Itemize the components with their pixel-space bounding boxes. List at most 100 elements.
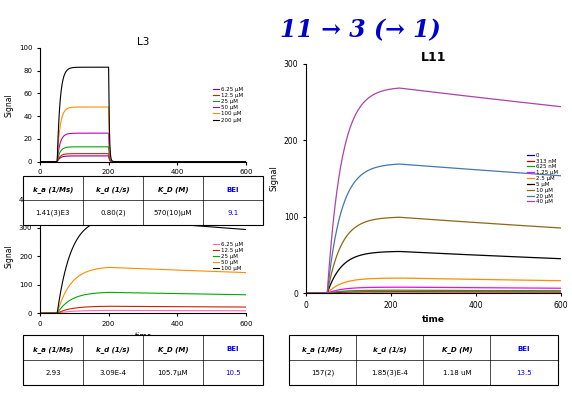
12.5 μM — [243, 159, 249, 164]
200 μM — [105, 65, 112, 69]
Line: 12.5 μM: 12.5 μM — [40, 154, 246, 162]
50 μM — [105, 131, 112, 136]
Y-axis label: Signal: Signal — [5, 245, 13, 268]
6.25 μM — [214, 308, 221, 313]
100 μM — [157, 159, 164, 164]
Legend: 6.25 μM, 12.5 μM, 25 μM, 50 μM, 100 μM: 6.25 μM, 12.5 μM, 25 μM, 50 μM, 100 μM — [213, 242, 243, 271]
20 μM — [451, 166, 458, 170]
Line: 6.25 μM: 6.25 μM — [40, 310, 246, 313]
20 μM — [396, 162, 403, 166]
12.5 μM — [214, 304, 221, 309]
6.25 μM — [157, 308, 164, 313]
2.5 μM — [557, 278, 564, 283]
0 — [557, 291, 564, 296]
625 nM — [396, 288, 403, 292]
100 μM — [168, 221, 175, 226]
25 μM — [105, 144, 112, 149]
Text: k_d (1/s): k_d (1/s) — [96, 186, 130, 193]
50 μM — [168, 267, 175, 272]
20 μM — [458, 166, 464, 171]
Line: 100 μM: 100 μM — [40, 219, 246, 313]
Text: BEI: BEI — [227, 186, 239, 193]
6.25 μM — [168, 159, 175, 164]
Text: 2.93: 2.93 — [45, 369, 61, 375]
200 μM — [214, 159, 221, 164]
100 μM — [193, 223, 200, 228]
6.25 μM — [162, 308, 169, 313]
6.25 μM — [105, 308, 112, 313]
2.5 μM — [396, 276, 403, 280]
10 μM — [522, 223, 529, 228]
200 μM — [37, 159, 43, 164]
6.25 μM — [49, 311, 56, 316]
50 μM — [168, 159, 175, 164]
50 μM — [49, 311, 56, 316]
5 μM — [458, 252, 464, 257]
1.25 μM — [465, 285, 472, 290]
0 — [303, 291, 309, 296]
Title: L3: L3 — [137, 37, 149, 47]
25 μM — [243, 159, 249, 164]
6.25 μM — [105, 154, 112, 158]
6.25 μM — [193, 308, 200, 313]
25 μM — [168, 291, 175, 296]
Text: 1.85(3)E-4: 1.85(3)E-4 — [371, 369, 408, 376]
6.25 μM — [243, 159, 249, 164]
625 nM — [557, 288, 564, 293]
12.5 μM — [193, 159, 200, 164]
50 μM — [37, 311, 43, 316]
Line: 50 μM: 50 μM — [40, 133, 246, 162]
0 — [450, 291, 457, 296]
25 μM — [157, 159, 164, 164]
Line: 5 μM: 5 μM — [306, 251, 561, 293]
6.25 μM — [157, 159, 164, 164]
625 nM — [451, 288, 458, 293]
25 μM — [193, 292, 200, 296]
625 nM — [522, 288, 529, 293]
25 μM — [162, 159, 169, 164]
100 μM — [168, 159, 175, 164]
12.5 μM — [168, 159, 175, 164]
200 μM — [168, 159, 175, 164]
12.5 μM — [162, 159, 169, 164]
2.5 μM — [303, 291, 309, 296]
100 μM — [157, 221, 164, 225]
20 μM — [318, 291, 325, 296]
50 μM — [243, 159, 249, 164]
50 μM — [37, 159, 43, 164]
12.5 μM — [243, 305, 249, 310]
313 nM — [318, 291, 325, 296]
313 nM — [458, 289, 464, 294]
Text: 9.1: 9.1 — [228, 210, 239, 216]
0 — [457, 291, 464, 296]
12.5 μM — [157, 304, 164, 309]
1.25 μM — [318, 291, 325, 296]
100 μM — [105, 216, 112, 221]
625 nM — [465, 288, 472, 293]
0 — [522, 291, 529, 296]
25 μM — [49, 159, 56, 164]
5 μM — [522, 255, 529, 260]
50 μM — [214, 269, 221, 274]
50 μM — [157, 267, 164, 272]
Line: 40 μM: 40 μM — [306, 88, 561, 293]
5 μM — [318, 291, 325, 296]
5 μM — [396, 249, 403, 254]
Text: 1.41(3)E3: 1.41(3)E3 — [35, 210, 70, 216]
100 μM — [105, 105, 112, 109]
20 μM — [496, 169, 503, 174]
Line: 25 μM: 25 μM — [40, 147, 246, 162]
Line: 2.5 μM: 2.5 μM — [306, 278, 561, 293]
40 μM — [522, 101, 529, 105]
40 μM — [451, 92, 458, 97]
6.25 μM — [37, 159, 43, 164]
6.25 μM — [49, 159, 56, 164]
25 μM — [214, 159, 221, 164]
2.5 μM — [465, 277, 472, 282]
40 μM — [465, 94, 472, 99]
5 μM — [303, 291, 309, 296]
Title: L11: L11 — [420, 51, 446, 64]
Line: 100 μM: 100 μM — [40, 107, 246, 162]
2.5 μM — [522, 278, 529, 282]
6.25 μM — [193, 159, 200, 164]
